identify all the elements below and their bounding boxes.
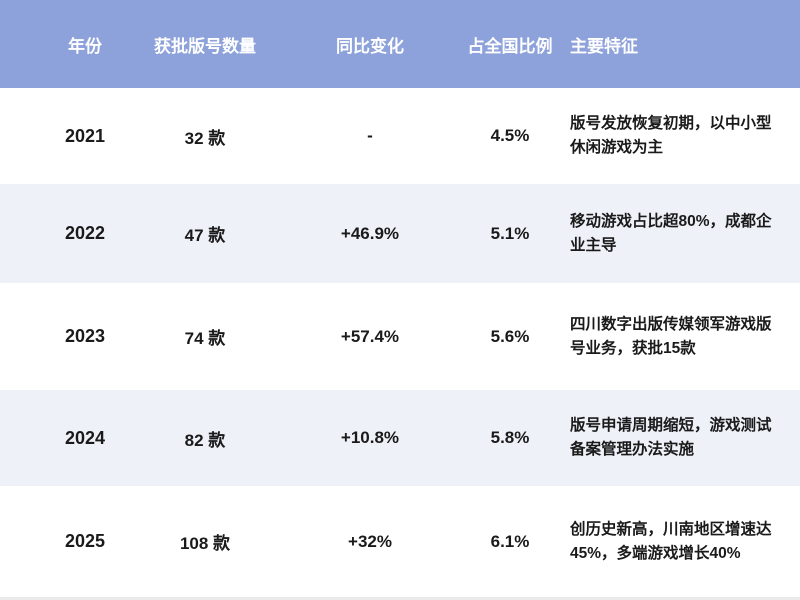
header-national-share: 占全国比例 — [467, 36, 553, 56]
cell-year: 2023 — [64, 326, 106, 346]
cell-key-features: 创历史新高，川南地区增速达45%，多端游戏增长40% — [570, 520, 772, 562]
cell-yoy-change: +57.4% — [340, 326, 400, 346]
cell-yoy-change: - — [367, 126, 373, 145]
cell-national-share: 6.1% — [490, 531, 530, 551]
cell-yoy-change: +10.8% — [340, 428, 400, 447]
table-row: 2025 108 款 +32% 6.1% 创历史新高，川南地区增速达45%，多端… — [0, 486, 800, 597]
header-approved-count: 获批版号数量 — [154, 36, 256, 56]
table-body: 2021 32 款 - 4.5% 版号发放恢复初期，以中小型休闲游戏为主 202… — [0, 88, 800, 597]
cell-approved-count: 74 款 — [184, 329, 226, 348]
cell-key-features: 版号发放恢复初期，以中小型休闲游戏为主 — [570, 115, 772, 156]
table-row: 2022 47 款 +46.9% 5.1% 移动游戏占比超80%，成都企业主导 — [0, 184, 800, 283]
header-yoy-change: 同比变化 — [336, 36, 404, 56]
cell-national-share: 5.6% — [490, 326, 530, 346]
table-row: 2023 74 款 +57.4% 5.6% 四川数字出版传媒领军游戏版号业务，获… — [0, 283, 800, 390]
cell-national-share: 5.1% — [490, 223, 530, 243]
cell-yoy-change: +32% — [348, 531, 392, 551]
table-row: 2021 32 款 - 4.5% 版号发放恢复初期，以中小型休闲游戏为主 — [0, 88, 800, 184]
cell-national-share: 4.5% — [490, 126, 530, 145]
cell-national-share: 5.8% — [490, 428, 530, 447]
cell-key-features: 移动游戏占比超80%，成都企业主导 — [570, 212, 772, 254]
header-key-features: 主要特征 — [570, 36, 638, 56]
cell-year: 2021 — [64, 125, 106, 146]
cell-year: 2024 — [64, 427, 106, 448]
cell-approved-count: 82 款 — [184, 430, 226, 450]
header-year: 年份 — [68, 36, 102, 56]
table-header-row: 年份 获批版号数量 同比变化 占全国比例 主要特征 — [0, 0, 800, 88]
cell-approved-count: 108 款 — [179, 534, 231, 553]
cell-yoy-change: +46.9% — [340, 223, 400, 243]
cell-year: 2022 — [64, 223, 106, 243]
cell-year: 2025 — [64, 531, 106, 551]
cell-key-features: 四川数字出版传媒领军游戏版号业务，获批15款 — [570, 315, 772, 357]
cell-approved-count: 47 款 — [184, 226, 226, 245]
cell-approved-count: 32 款 — [184, 128, 226, 148]
cell-key-features: 版号申请周期缩短，游戏测试备案管理办法实施 — [570, 417, 772, 458]
table-row: 2024 82 款 +10.8% 5.8% 版号申请周期缩短，游戏测试备案管理办… — [0, 390, 800, 486]
